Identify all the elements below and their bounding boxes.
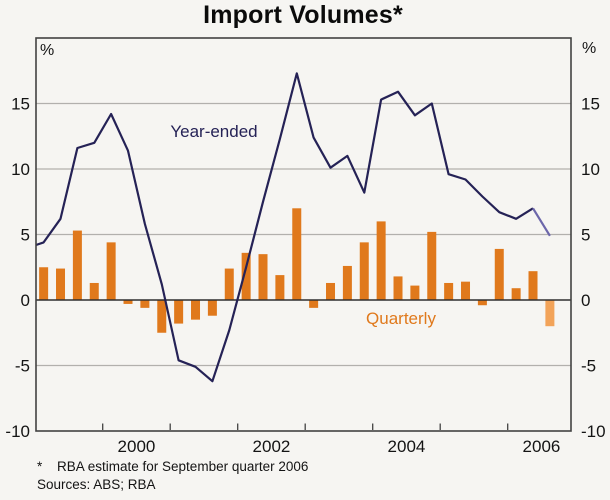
quarterly-bar-2002Q2 [258,254,268,300]
plot-frame [35,37,572,432]
footnote-text: RBA estimate for September quarter 2006 [57,459,309,474]
y-axis-label-left--10: -10 [5,422,30,441]
quarterly-bar-2005Q3 [477,300,487,306]
x-axis-label-2002: 2002 [253,437,291,456]
quarterly-bar-2003Q3 [342,265,352,300]
quarterly-bar-2001Q3 [207,300,217,316]
quarterly-bar-2001Q4 [224,268,234,300]
quarterly-bar-1999Q1 [39,267,49,300]
x-axis-label-2000: 2000 [118,437,156,456]
unit-label-left: % [40,42,54,59]
y-axis-label-left-10: 10 [11,160,30,179]
quarterly-bar-1999Q2 [56,268,66,300]
quarterly-bar-2003Q4 [359,242,369,300]
quarterly-bar-2004Q2 [393,276,403,300]
chart-title: Import Volumes* [203,1,403,29]
quarterly-bar-2002Q1 [241,252,251,300]
x-axis-label-2004: 2004 [388,437,426,456]
quarterly-bar-2004Q3 [410,285,420,300]
quarterly-bar-1999Q4 [89,282,99,300]
quarterly-bar-2000Q4 [157,300,167,333]
y-axis-label-left-5: 5 [21,226,30,245]
y-axis-label-left-15: 15 [11,95,30,114]
y-axis-label-right-10: 10 [581,160,600,179]
y-axis-label-left-0: 0 [21,291,30,310]
unit-label-right: % [582,40,596,57]
quarterly-bar-1999Q3 [72,230,82,300]
quarterly-bar-2005Q1 [444,282,454,300]
quarterly-bar-2006Q2 [528,271,538,300]
quarterly-bar-2004Q4 [427,231,437,300]
quarterly-bar-2005Q2 [461,281,471,300]
quarterly-bar-2006Q3 [545,300,555,327]
quarterly-bar-2001Q1 [174,300,184,324]
quarterly-bar-2003Q2 [326,282,336,300]
quarterly-bar-2000Q1 [106,242,116,300]
quarterly-bar-2002Q3 [275,275,285,300]
series-label-year-ended: Year-ended [170,122,257,141]
year-ended-line-estimate [532,207,551,237]
sources-note: Sources: ABS; RBA [37,477,156,492]
x-axis-label-2006: 2006 [523,437,561,456]
y-axis-label-right-15: 15 [581,95,600,114]
quarterly-bar-2005Q4 [494,248,504,300]
y-axis-label-left--5: -5 [15,357,30,376]
quarterly-bar-2004Q1 [376,221,386,300]
y-axis-label-right-0: 0 [581,291,590,310]
quarterly-bar-2000Q2 [123,300,133,304]
quarterly-bar-2000Q3 [140,300,150,308]
footnote: * RBA estimate for September quarter 2006 [37,459,308,474]
year-ended-line [35,72,534,383]
quarterly-bar-2001Q2 [191,300,201,320]
quarterly-bar-2003Q1 [309,300,319,308]
quarterly-bar-2002Q4 [292,208,302,300]
quarterly-bar-2006Q1 [511,288,521,300]
y-axis-label-right--10: -10 [581,422,606,441]
y-axis-label-right--5: -5 [581,357,596,376]
y-axis-label-right-5: 5 [581,226,590,245]
footnote-marker: * [37,459,43,474]
series-label-quarterly: Quarterly [366,309,436,328]
